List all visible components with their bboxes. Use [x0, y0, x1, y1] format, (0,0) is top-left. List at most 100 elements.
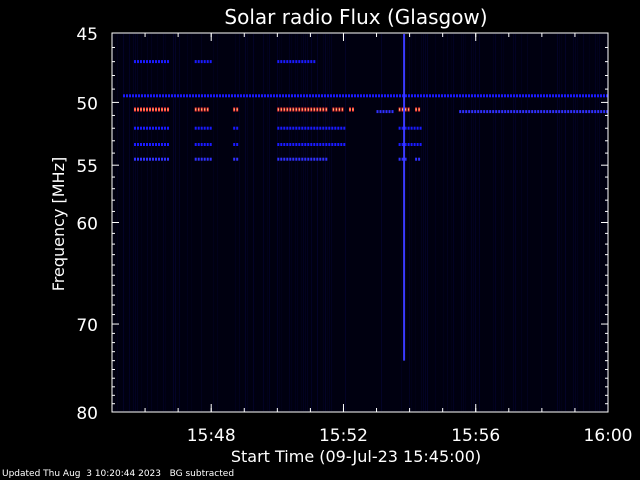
band-point: [319, 126, 322, 130]
x-tick-label: 16:00: [584, 426, 633, 446]
band-peak-point: [134, 108, 136, 111]
band-point: [322, 157, 325, 161]
band-point: [313, 60, 316, 64]
band-point: [525, 94, 527, 98]
band-point: [483, 94, 485, 98]
band-point: [164, 126, 166, 130]
band-point: [161, 60, 163, 64]
band-point: [398, 143, 401, 146]
band-point: [492, 94, 494, 98]
band-point: [295, 60, 298, 64]
updated-timestamp: Updated Thu Aug 3 10:20:44 2023: [2, 469, 162, 479]
band-point: [462, 110, 465, 114]
band-peak-point: [316, 108, 318, 111]
band-point: [292, 157, 295, 161]
band-point: [438, 94, 440, 98]
band-point: [564, 110, 567, 114]
band-peak-point: [158, 108, 160, 111]
band-point: [155, 143, 157, 146]
noise-column: [129, 34, 130, 411]
band-point: [348, 94, 350, 98]
band-point: [280, 143, 283, 146]
band-point: [304, 60, 307, 64]
band-point: [291, 94, 293, 98]
band-point: [567, 110, 570, 114]
noise-column: [123, 34, 124, 411]
band-point: [289, 157, 292, 161]
band-point: [480, 110, 483, 114]
plot-area: [112, 33, 608, 412]
noise-column: [401, 34, 402, 411]
band-point: [162, 94, 164, 98]
noise-column: [201, 34, 202, 411]
noise-column: [381, 34, 382, 411]
noise-column: [589, 34, 590, 411]
band-point: [165, 94, 167, 98]
band-peak-point: [295, 108, 297, 111]
band-point: [267, 94, 269, 98]
noise-column: [559, 34, 560, 411]
band-point: [310, 126, 313, 130]
band-point: [307, 126, 310, 130]
band-point: [141, 94, 143, 98]
band-point: [504, 110, 507, 114]
band-point: [206, 60, 209, 64]
band-point: [588, 94, 590, 98]
band-point: [209, 126, 212, 130]
band-point: [158, 157, 160, 161]
band-point: [246, 94, 248, 98]
band-point: [462, 94, 464, 98]
band-peak-point: [283, 108, 285, 111]
band-point: [146, 143, 148, 146]
band-point: [194, 60, 197, 64]
band-peak-point: [319, 108, 321, 111]
band-point: [322, 126, 325, 130]
band-point: [270, 94, 272, 98]
band-point: [150, 94, 152, 98]
band-point: [413, 126, 416, 130]
band-point: [198, 94, 200, 98]
band-peak-point: [298, 108, 300, 111]
band-point: [331, 126, 334, 130]
noise-column: [281, 34, 282, 411]
band-point: [372, 94, 374, 98]
band-point: [573, 94, 575, 98]
band-point: [134, 143, 136, 146]
band-point: [209, 143, 212, 146]
band-peak-point: [289, 108, 291, 111]
noise-column: [165, 34, 166, 411]
band-peak-point: [167, 108, 169, 111]
band-point: [402, 94, 404, 98]
band-point: [295, 126, 298, 130]
band-point: [203, 126, 206, 130]
band-peak-point: [233, 108, 235, 111]
band-point: [564, 94, 566, 98]
band-point: [407, 143, 410, 146]
band-point: [522, 110, 525, 114]
band-peak-point: [313, 108, 315, 111]
noise-column: [421, 34, 422, 411]
band-point: [418, 157, 421, 161]
band-point: [555, 94, 557, 98]
y-tick-label: 70: [76, 316, 98, 336]
band-point: [561, 110, 564, 114]
band-peak-point: [418, 108, 420, 111]
band-peak-point: [332, 108, 334, 111]
band-point: [486, 110, 489, 114]
band-point: [285, 94, 287, 98]
y-axis-label: Frequency [MHz]: [49, 157, 68, 291]
band-peak-point: [155, 108, 157, 111]
band-point: [340, 126, 343, 130]
band-point: [404, 157, 407, 161]
band-point: [197, 126, 200, 130]
band-point: [534, 110, 537, 114]
band-point: [345, 94, 347, 98]
noise-column: [295, 34, 296, 411]
band-point: [134, 126, 136, 130]
band-point: [147, 94, 149, 98]
band-point: [531, 110, 534, 114]
noise-column: [409, 34, 410, 411]
band-point: [297, 94, 299, 98]
band-peak-point: [152, 108, 154, 111]
noise-column: [345, 34, 346, 411]
